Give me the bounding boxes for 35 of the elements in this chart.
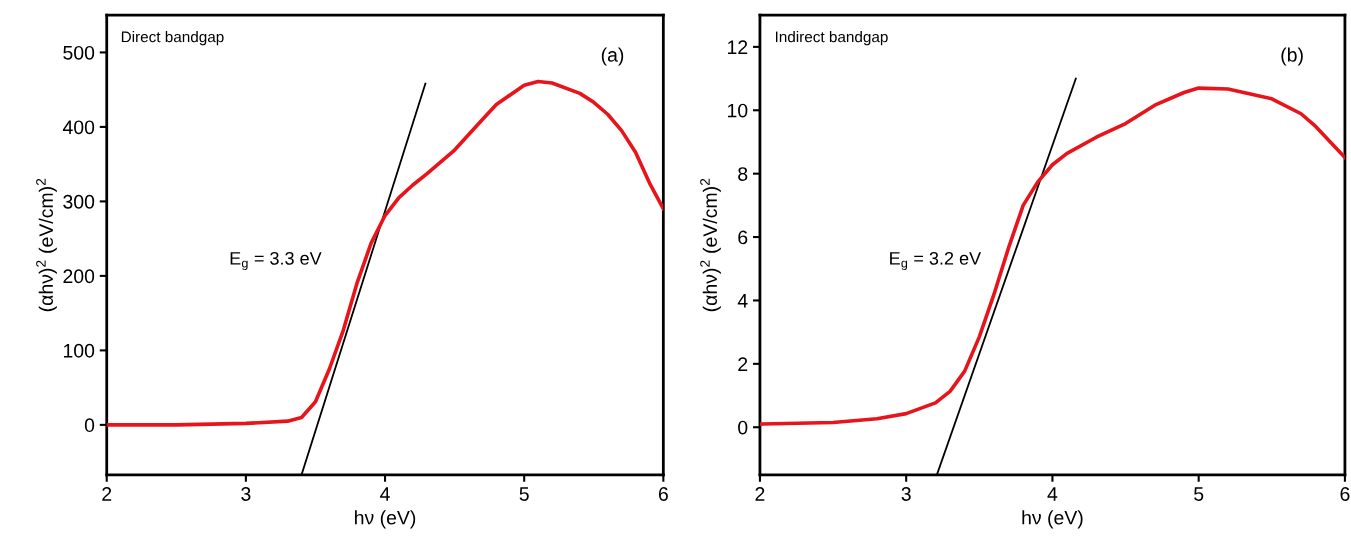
x-axis-title: hν (eV) xyxy=(355,510,416,529)
y-tick-label: 10 xyxy=(727,103,748,118)
annotation: (b) xyxy=(1281,47,1303,66)
y-axis-title: (αhν)$^{2}$ (eV/cm)$^{2}$ xyxy=(700,178,721,312)
x-tick-label: 6 xyxy=(658,487,668,501)
y-tick-label: 200 xyxy=(63,269,95,284)
x-tick-label: 3 xyxy=(901,487,911,501)
annotation: Indirect bandgap xyxy=(775,31,888,46)
y-tick-label: 400 xyxy=(62,120,95,135)
x-tick-label: 5 xyxy=(1194,487,1204,501)
x-tick-label: 2 xyxy=(102,487,112,501)
y-tick-label: 300 xyxy=(63,194,95,209)
y-tick-label: 0 xyxy=(738,420,748,435)
x-tick-label: 4 xyxy=(380,487,390,501)
y-tick-label: 6 xyxy=(738,230,748,245)
annotation: E$_{g}$ = 3.2 eV xyxy=(890,251,982,271)
annotation: (a) xyxy=(601,47,624,66)
y-tick-label: 12 xyxy=(727,40,748,54)
annotation: E$_{g}$ = 3.3 eV xyxy=(230,251,322,271)
y-tick-label: 100 xyxy=(63,343,95,358)
x-tick-label: 5 xyxy=(519,487,529,501)
y-tick-label: 4 xyxy=(737,294,748,308)
x-axis-title: hν (eV) xyxy=(1022,510,1083,529)
x-tick-label: 4 xyxy=(1047,487,1058,501)
line-series xyxy=(106,79,664,427)
line-series xyxy=(759,86,1345,426)
y-tick-label: 500 xyxy=(63,45,95,60)
y-tick-label: 0 xyxy=(84,418,95,433)
annotation: Direct bandgap xyxy=(121,31,224,46)
y-axis-title: (αhν)$^{2}$ (eV/cm)$^{2}$ xyxy=(36,178,57,312)
x-tick-label: 2 xyxy=(755,487,765,501)
x-tick-label: 6 xyxy=(1340,487,1350,501)
x-tick-label: 3 xyxy=(241,487,251,501)
y-tick-label: 8 xyxy=(738,167,748,181)
y-tick-label: 2 xyxy=(738,357,748,371)
